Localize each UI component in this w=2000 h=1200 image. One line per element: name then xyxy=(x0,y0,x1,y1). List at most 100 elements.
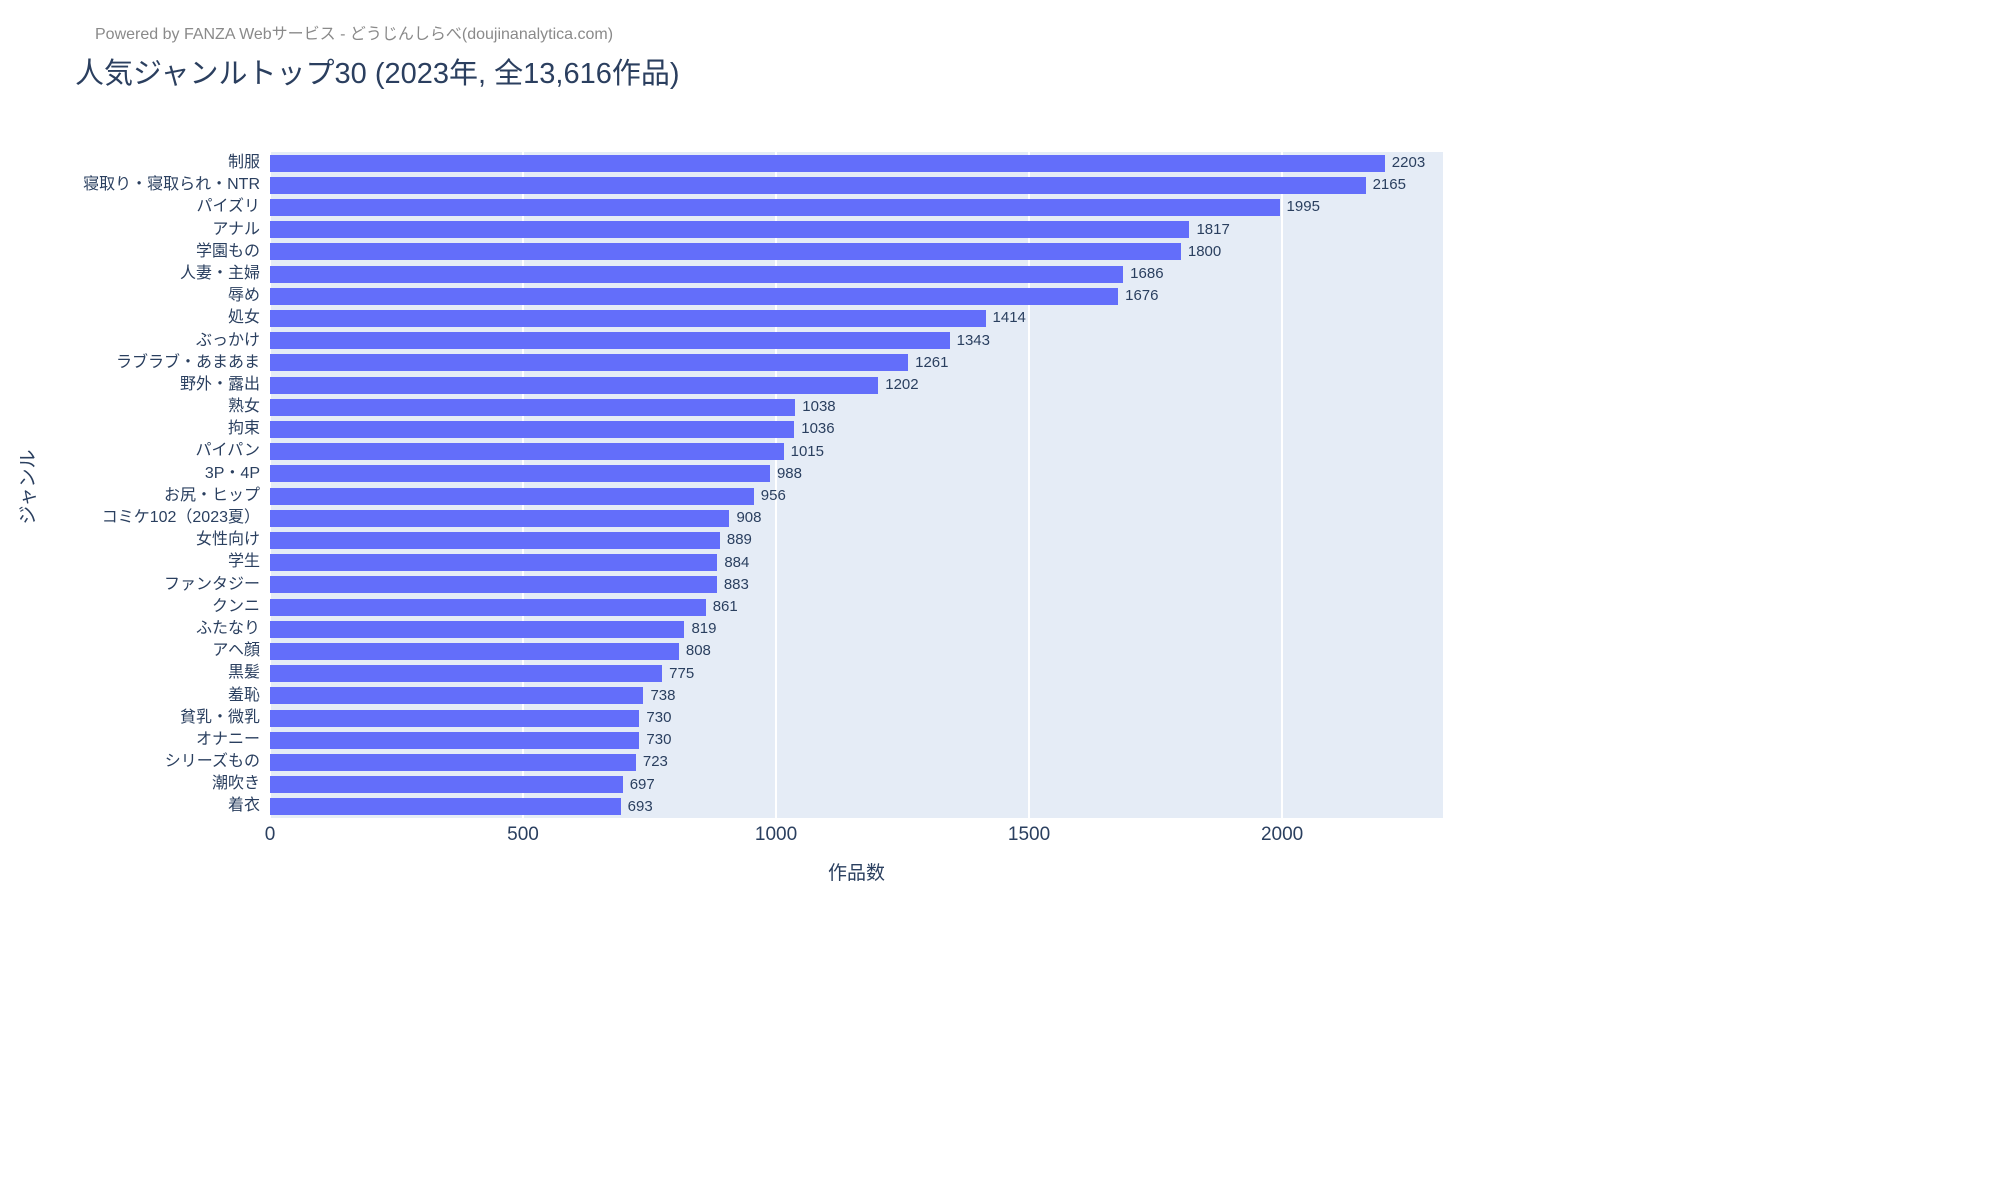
bar-row: 908 xyxy=(270,507,1443,529)
bar xyxy=(270,687,644,705)
bar xyxy=(270,332,950,350)
bar-row: 1261 xyxy=(270,352,1443,374)
bar-row: 738 xyxy=(270,685,1443,707)
value-label: 738 xyxy=(650,686,676,704)
category-label: アナル xyxy=(212,220,260,238)
bar xyxy=(270,709,640,727)
category-label: コミケ102（2023夏） xyxy=(101,509,260,526)
bar-row: 861 xyxy=(270,596,1443,618)
bar xyxy=(270,420,795,438)
value-label: 1800 xyxy=(1187,242,1222,260)
gridline xyxy=(1281,152,1284,818)
gridline xyxy=(522,152,525,818)
category-label: 学生 xyxy=(227,553,260,571)
gridline xyxy=(269,152,271,818)
bar-row: 1038 xyxy=(270,396,1443,418)
bar xyxy=(270,221,1190,239)
bar-row: 819 xyxy=(270,618,1443,640)
category-label: シリーズもの xyxy=(164,753,260,771)
bar-row: 956 xyxy=(270,485,1443,507)
bar xyxy=(270,531,720,549)
bar-row: 884 xyxy=(270,552,1443,574)
category-label: お尻・ヒップ xyxy=(163,486,260,504)
bar xyxy=(270,465,770,483)
bar-row: 1015 xyxy=(270,441,1443,463)
x-tick-label: 1500 xyxy=(1007,824,1051,845)
bar xyxy=(270,287,1119,305)
category-label: アヘ顔 xyxy=(212,642,260,660)
bar-row: 730 xyxy=(270,729,1443,751)
category-label: 潮吹き xyxy=(211,775,260,793)
bar xyxy=(270,620,685,638)
bar-row: 1686 xyxy=(270,263,1443,285)
bar xyxy=(270,198,1280,216)
value-label: 2203 xyxy=(1391,154,1426,171)
value-label: 1817 xyxy=(1196,220,1230,238)
bar-row: 1800 xyxy=(270,241,1443,263)
bar-row: 2165 xyxy=(270,174,1443,196)
value-label: 808 xyxy=(685,642,711,660)
category-label: ファンタジー xyxy=(163,575,260,593)
value-label: 697 xyxy=(629,775,655,793)
value-label: 1038 xyxy=(802,398,836,416)
bar-row: 1676 xyxy=(270,285,1443,307)
bar xyxy=(270,487,754,505)
category-label: 辱め xyxy=(227,287,260,305)
x-axis-title: 作品数 xyxy=(827,863,885,884)
category-label: ぶっかけ xyxy=(195,331,260,349)
category-label: 人妻・主婦 xyxy=(179,264,260,282)
category-label: 熟女 xyxy=(227,398,260,416)
value-label: 1686 xyxy=(1130,265,1164,282)
category-label: パイパン xyxy=(195,442,260,460)
value-label: 988 xyxy=(776,464,802,482)
category-label: ラブラブ・あまあま xyxy=(115,353,260,371)
bar-row: 697 xyxy=(270,774,1443,796)
bar-row: 1414 xyxy=(270,307,1443,329)
category-label: 3P・4P xyxy=(204,464,260,482)
x-tick-label: 2000 xyxy=(1260,824,1304,845)
value-label: 1202 xyxy=(885,376,919,393)
bar-row: 1343 xyxy=(270,330,1443,352)
bar xyxy=(270,154,1385,172)
bar xyxy=(270,443,784,461)
value-label: 889 xyxy=(726,531,752,549)
value-label: 884 xyxy=(724,553,750,571)
category-label: 貧乳・微乳 xyxy=(179,708,260,726)
bar xyxy=(270,642,679,660)
value-label: 1261 xyxy=(915,353,949,371)
category-label: 制服 xyxy=(227,154,260,171)
bar xyxy=(270,309,986,327)
chart-title: 人気ジャンルトップ30 (2023年, 全13,616作品) xyxy=(75,58,680,90)
category-labels: 制服 寝取り・寝取られ・NTR パイズリ アナル 学園もの 人妻・主婦 辱め 処女 ぶっかけ ラブ… xyxy=(0,152,264,818)
bar-row: 730 xyxy=(270,707,1443,729)
bar xyxy=(270,776,623,794)
value-label: 1343 xyxy=(956,331,990,349)
bar xyxy=(270,509,730,527)
bar xyxy=(270,576,717,594)
category-label: クンニ xyxy=(211,597,260,615)
value-label: 723 xyxy=(642,753,668,771)
bar xyxy=(270,753,636,771)
bar xyxy=(270,598,706,616)
bar xyxy=(270,354,909,372)
bar-row: 808 xyxy=(270,640,1443,662)
value-label: 2165 xyxy=(1372,176,1406,194)
category-label: 野外・露出 xyxy=(179,375,260,393)
value-label: 883 xyxy=(723,575,749,593)
bar xyxy=(270,376,879,394)
x-axis-ticks: 0 500 1000 1500 2000 xyxy=(265,824,1443,848)
bar-row: 775 xyxy=(270,663,1443,685)
value-label: 1676 xyxy=(1125,287,1159,305)
bar-row: 1036 xyxy=(270,418,1443,440)
bar-row: 2203 xyxy=(270,152,1443,174)
powered-by-text: Powered by FANZA Webサービス - どうじんしらべ(douji… xyxy=(95,26,614,43)
category-label: ふたなり xyxy=(195,619,260,637)
category-label: 拘束 xyxy=(227,420,260,438)
bar xyxy=(270,731,640,749)
bar-row: 723 xyxy=(270,751,1443,773)
category-label: 学園もの xyxy=(195,242,260,260)
bar xyxy=(270,554,718,572)
category-label: 黒髪 xyxy=(227,664,260,682)
bar xyxy=(270,398,796,416)
